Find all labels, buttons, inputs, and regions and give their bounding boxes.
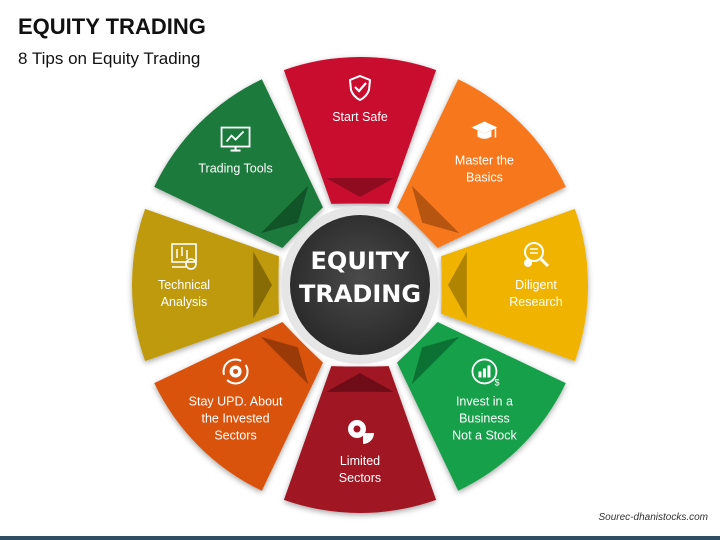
segment-label: Analysis: [161, 295, 208, 309]
segment-master-basics: Master the Basics: [397, 79, 566, 248]
segment-label: Research: [509, 295, 563, 309]
segment-diligent-research: Diligent Research: [441, 208, 588, 362]
segment-technical-analysis: Technical Analysis: [132, 208, 279, 362]
growth-chart-dollar-icon: $: [471, 358, 499, 387]
svg-text:$: $: [494, 377, 499, 387]
segment-wedge: [132, 208, 279, 362]
segment-label: Invest in a: [456, 394, 513, 408]
segment-label: Technical: [158, 278, 210, 292]
segment-depth: [326, 373, 394, 392]
segment-label: Start Safe: [332, 110, 388, 124]
shield-check-icon: [348, 74, 372, 102]
segment-label: Not a Stock: [452, 428, 517, 442]
center-disc: [290, 215, 430, 355]
segment-label: Business: [459, 411, 510, 425]
graduation-cap-icon: [471, 121, 498, 139]
segment-depth: [326, 178, 394, 197]
segment-wedge: [283, 366, 437, 513]
source-footer: Sourec-dhanistocks.com: [598, 512, 709, 523]
segment-label: Trading Tools: [198, 162, 272, 176]
search-gear-icon: [524, 242, 550, 268]
segment-label: Limited: [340, 454, 380, 468]
center-title-line1: EQUITY: [311, 247, 411, 275]
segment-label: Master the: [455, 154, 514, 168]
segment-label: Diligent: [515, 278, 557, 292]
segment-wedge: [154, 322, 323, 491]
segment-trading-tools: Trading Tools: [154, 79, 323, 248]
segment-wedge: [154, 79, 323, 248]
monitor-chart-icon: [220, 126, 251, 152]
segment-start-safe: Start Safe: [283, 56, 437, 204]
segment-label: the Invested: [201, 411, 269, 425]
segment-label: Basics: [466, 171, 503, 185]
segment-limited-sectors: Limited Sectors: [283, 366, 437, 513]
page-title: EQUITY TRADING: [18, 14, 206, 39]
bottom-bar: [0, 536, 720, 540]
segment-depth: [448, 251, 467, 319]
segment-wedge: [397, 322, 566, 491]
analysis-chart-icon: [171, 243, 197, 270]
segment-depth: [253, 251, 272, 319]
segment-label: Stay UPD. About: [189, 394, 283, 408]
gears-pie-icon: [348, 420, 374, 444]
segment-wedge: [283, 56, 437, 204]
segment-depth: [411, 336, 460, 385]
gear-refresh-icon: [222, 358, 249, 385]
segment-label: Sectors: [339, 471, 381, 485]
segment-label: Sectors: [214, 428, 256, 442]
segment-wedge: [397, 79, 566, 248]
center-title-line2: TRADING: [299, 280, 421, 308]
segment-depth: [411, 185, 460, 234]
segment-invest-business: $ Invest in a Business Not a Stock: [397, 322, 566, 491]
segment-depth: [260, 336, 309, 385]
page-subtitle: 8 Tips on Equity Trading: [18, 49, 201, 68]
segment-stay-updated: Stay UPD. About the Invested Sectors: [154, 322, 323, 491]
segment-wedge: [441, 208, 588, 362]
segment-depth: [260, 185, 309, 234]
center-hub: EQUITY TRADING: [281, 206, 439, 364]
